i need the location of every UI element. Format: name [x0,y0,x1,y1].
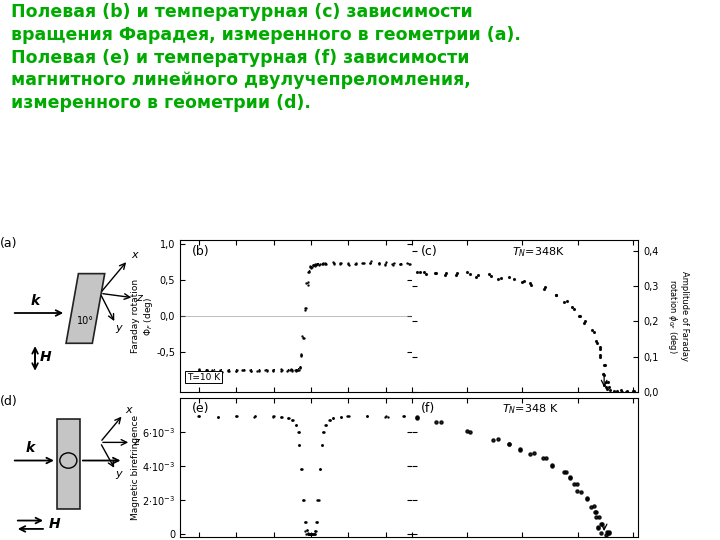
Text: Полевая (b) и температурная (с) зависимости
вращения Фарадея, измеренного в геом: Полевая (b) и температурная (с) зависимо… [11,3,521,112]
Text: $T_N$=348K: $T_N$=348K [511,245,564,259]
Text: $T_N$=348 K: $T_N$=348 K [503,402,559,416]
Text: (f): (f) [421,402,435,415]
Text: (d): (d) [0,395,17,408]
Text: (c): (c) [421,245,438,258]
Text: x: x [125,405,132,415]
Text: (a): (a) [0,237,17,250]
Text: T=10 K: T=10 K [187,373,220,382]
Text: k: k [26,441,35,455]
Text: z: z [135,293,142,303]
Text: y: y [116,469,122,480]
Y-axis label: Faraday rotation
$\Phi_F$ (deg): Faraday rotation $\Phi_F$ (deg) [131,279,155,353]
Text: k: k [30,294,40,308]
Polygon shape [57,418,80,509]
Text: (e): (e) [192,402,209,415]
Text: (b): (b) [192,245,210,258]
Text: H: H [40,350,51,365]
Text: H: H [49,517,60,530]
Text: z: z [132,437,138,447]
Text: x: x [131,251,138,260]
Text: 10°: 10° [77,315,94,326]
Y-axis label: Amplitude of Faraday
rotation $\phi_{0F}$ (deg): Amplitude of Faraday rotation $\phi_{0F}… [665,271,689,361]
Polygon shape [66,274,104,343]
Text: y: y [116,323,122,333]
Y-axis label: Magnetic birefringence: Magnetic birefringence [132,415,140,520]
